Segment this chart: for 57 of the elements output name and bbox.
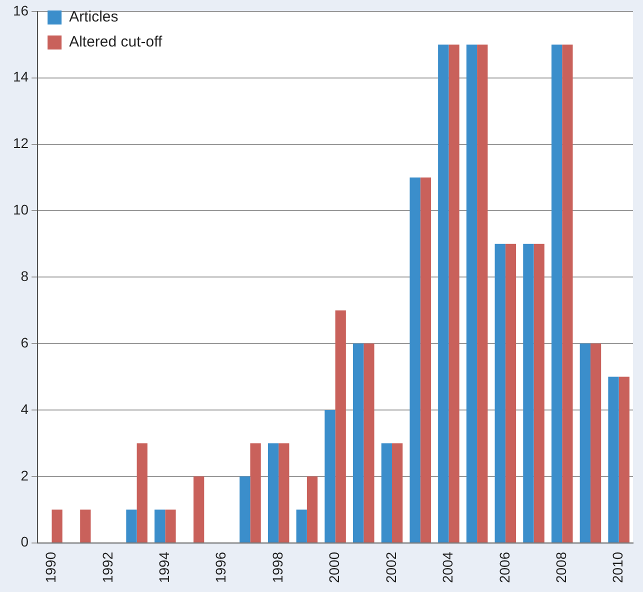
x-tick-label: 2010: [610, 552, 626, 584]
bar: [126, 510, 137, 542]
bar: [324, 410, 336, 542]
bar: [136, 443, 148, 542]
bar: [364, 344, 374, 542]
bar: [52, 510, 62, 542]
x-tick-label: 2000: [326, 552, 342, 584]
y-tick-label: 12: [12, 135, 29, 152]
bar: [580, 344, 590, 542]
x-tick-label: 1998: [269, 552, 286, 584]
bar: [392, 443, 403, 542]
legend-label: Articles: [69, 8, 118, 26]
bar: [381, 443, 392, 542]
y-tick-label: 0: [20, 534, 29, 550]
bar: [534, 244, 544, 542]
x-tick-label: 1990: [42, 552, 59, 584]
bar: [353, 344, 364, 542]
bar: [505, 244, 516, 542]
bar: [194, 476, 204, 542]
bar: [165, 510, 176, 542]
bar: [278, 443, 290, 542]
x-tick-label: 2004: [440, 552, 456, 584]
x-tick-label: 1992: [99, 552, 116, 584]
bar: [240, 476, 250, 542]
y-tick-label: 14: [12, 68, 29, 85]
bar: [551, 44, 562, 542]
x-tick-label: 1994: [156, 552, 172, 584]
y-tick-label: 4: [20, 400, 29, 417]
y-tick-label: 10: [12, 202, 29, 218]
y-tick-label: 8: [20, 268, 29, 284]
bar: [268, 443, 279, 542]
bar: [523, 244, 534, 542]
y-tick-label: 2: [20, 467, 29, 484]
legend-label: Altered cut-off: [69, 34, 164, 51]
bar: [477, 44, 488, 542]
y-tick-label: 16: [12, 2, 29, 18]
bar: [466, 44, 478, 542]
bar: [296, 510, 307, 542]
x-tick-label: 2008: [552, 552, 569, 584]
x-tick-label: 2006: [496, 552, 512, 584]
bar: [562, 44, 573, 542]
bar: [306, 476, 318, 542]
y-tick-label: 6: [20, 334, 29, 350]
bar: [154, 510, 166, 542]
bar: [608, 376, 619, 542]
bar: [448, 44, 460, 542]
x-tick-label: 2002: [382, 552, 399, 584]
bar: [80, 510, 91, 542]
bar: [494, 244, 506, 542]
bar: [420, 177, 431, 542]
bar: [590, 344, 602, 542]
x-tick-label: 1996: [212, 552, 229, 584]
bar: [250, 443, 261, 542]
bar: [335, 310, 346, 542]
bar: [618, 376, 630, 542]
bar: [438, 44, 449, 542]
bar: [410, 177, 420, 542]
